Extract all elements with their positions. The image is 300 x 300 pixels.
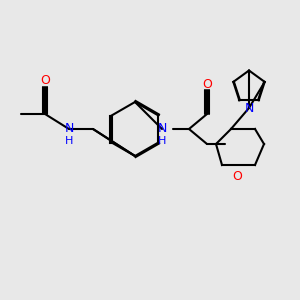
Text: H: H xyxy=(65,136,73,146)
Text: O: O xyxy=(202,77,212,91)
Text: N: N xyxy=(157,122,167,136)
Text: O: O xyxy=(40,74,50,88)
Text: O: O xyxy=(232,170,242,184)
Text: N: N xyxy=(244,101,254,115)
Text: N: N xyxy=(64,122,74,136)
Text: H: H xyxy=(158,136,166,146)
